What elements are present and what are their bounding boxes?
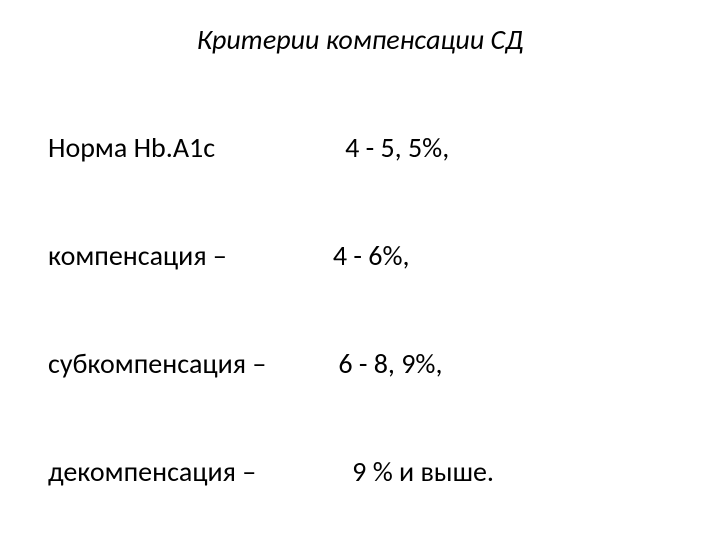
criteria-label: компенсация – xyxy=(48,238,227,273)
criteria-label: Норма Hb.А1с xyxy=(48,130,215,165)
criteria-label: декомпенсация – xyxy=(48,454,256,489)
criteria-label: субкомпенсация – xyxy=(48,346,266,381)
page-title: Критерии компенсации СД xyxy=(0,22,720,57)
criteria-row-decompensation: декомпенсация – 9 % и выше. xyxy=(48,454,688,489)
criteria-row-compensation: компенсация – 4 - 6%, xyxy=(48,238,688,273)
criteria-row-subcompensation: субкомпенсация – 6 - 8, 9%, xyxy=(48,346,688,381)
criteria-value: 6 - 8, 9%, xyxy=(338,346,442,381)
criteria-value: 4 - 6%, xyxy=(333,238,410,273)
criteria-value: 9 % и выше. xyxy=(352,454,494,489)
criteria-row-norm: Норма Hb.А1с 4 - 5, 5%, xyxy=(48,130,688,165)
criteria-value: 4 - 5, 5%, xyxy=(345,130,449,165)
